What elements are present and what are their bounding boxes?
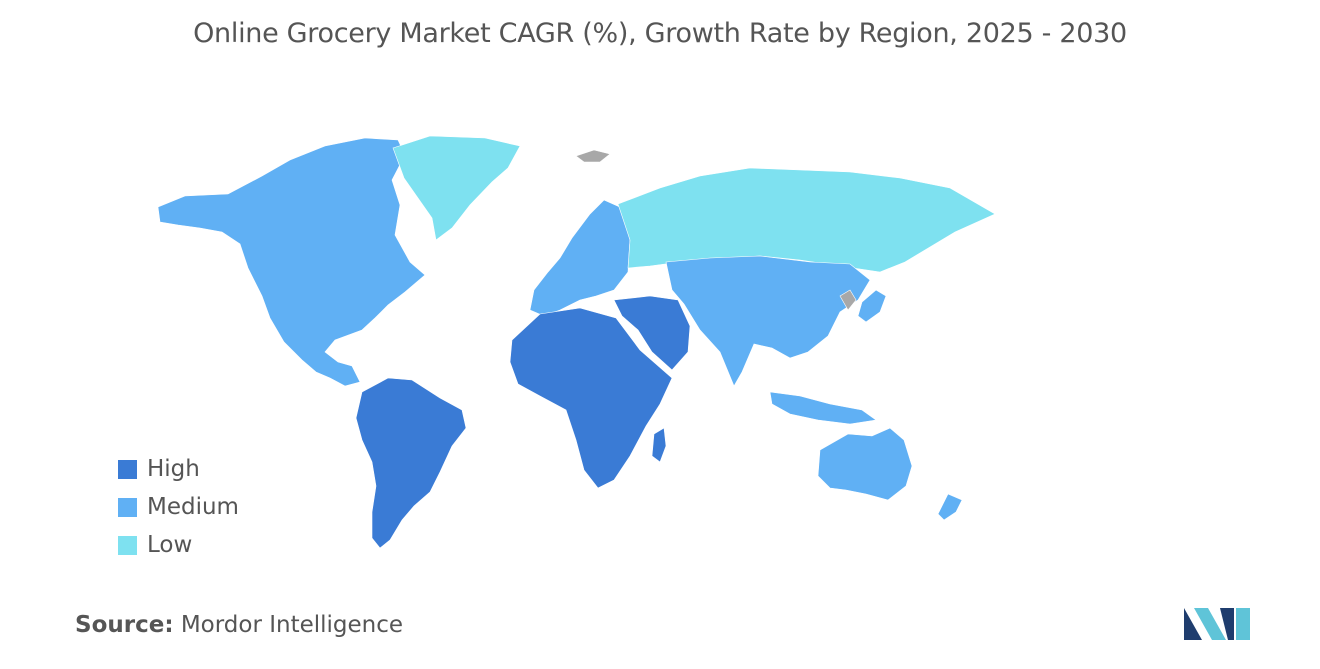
- source-value: Mordor Intelligence: [180, 612, 404, 638]
- legend-swatch-low: [118, 535, 137, 555]
- legend: High Medium Low: [118, 450, 239, 564]
- logo-svg: [1184, 608, 1250, 640]
- source-line: Source: Mordor Intelligence: [75, 612, 403, 638]
- legend-swatch-high: [118, 459, 137, 479]
- legend-label-high: High: [147, 456, 200, 482]
- logo-shape-left: [1184, 608, 1202, 640]
- region-africa: [509, 307, 673, 489]
- region-greenland: [392, 135, 521, 241]
- logo-shape-mid: [1194, 608, 1226, 640]
- legend-label-low: Low: [147, 532, 193, 558]
- region-madagascar: [651, 427, 667, 463]
- logo-shape-right-b: [1236, 608, 1250, 640]
- legend-item-low: Low: [118, 526, 239, 564]
- region-north-america: [157, 137, 426, 387]
- region-asia: [665, 255, 871, 387]
- logo-shape-right-a: [1220, 608, 1234, 640]
- legend-item-medium: Medium: [118, 488, 239, 526]
- mordor-intelligence-logo-icon: [1184, 604, 1250, 640]
- region-australia: [817, 427, 913, 501]
- region-russia: [617, 167, 996, 273]
- legend-item-high: High: [118, 450, 239, 488]
- region-no-data-korea: [839, 289, 857, 311]
- region-new-zealand: [937, 493, 963, 521]
- region-europe: [529, 199, 631, 317]
- region-southeast-asia: [769, 391, 877, 425]
- source-key: Source:: [75, 612, 174, 638]
- chart-title: Online Grocery Market CAGR (%), Growth R…: [193, 18, 1127, 49]
- region-south-america: [355, 377, 467, 549]
- legend-swatch-medium: [118, 497, 137, 517]
- region-middle-east: [613, 295, 691, 371]
- region-no-data-svalbard: [575, 149, 611, 163]
- region-japan: [857, 289, 887, 323]
- legend-label-medium: Medium: [147, 494, 239, 520]
